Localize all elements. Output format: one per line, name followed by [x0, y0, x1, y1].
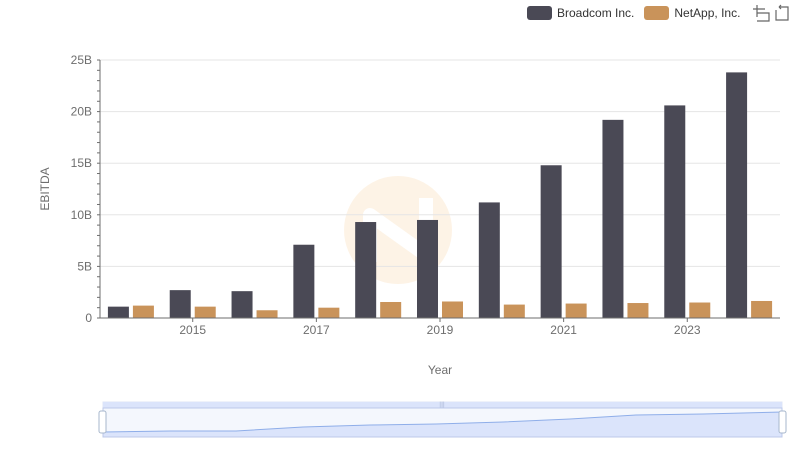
y-tick-label: 20B — [71, 105, 92, 119]
bar-broadcom-2021 — [540, 165, 562, 318]
bar-netapp-2017 — [318, 307, 340, 318]
legend-label-broadcom: Broadcom Inc. — [557, 6, 635, 20]
legend-item-broadcom[interactable]: Broadcom Inc. — [527, 6, 634, 20]
bar-netapp-2022 — [627, 303, 649, 318]
data-zoom-slider[interactable]: ||| — [98, 401, 787, 438]
bar-netapp-2019 — [442, 301, 463, 318]
bar-broadcom-2016 — [231, 291, 253, 318]
svg-text:|||: ||| — [439, 402, 445, 409]
axes: 0 5B 10B 15B 20B 25B 2015 2017 2019 2021 2023 — [71, 53, 780, 337]
bar-netapp-2015 — [194, 306, 216, 318]
bar-broadcom-2018 — [355, 222, 377, 318]
x-tick-label: 2017 — [303, 323, 330, 337]
bar-netapp-2016 — [256, 310, 278, 318]
data-zoom-icon[interactable] — [752, 4, 771, 22]
legend-swatch-broadcom — [527, 6, 552, 20]
y-tick-label: 5B — [77, 259, 92, 273]
bar-broadcom-2024 — [726, 72, 748, 318]
zoom-handle-left[interactable] — [98, 410, 107, 434]
y-tick-label: 10B — [71, 208, 92, 222]
bar-broadcom-2019 — [417, 219, 438, 318]
x-axis-label: Year — [428, 363, 452, 377]
bars — [107, 72, 773, 319]
bar-broadcom-2022 — [602, 119, 624, 318]
legend: Broadcom Inc. NetApp, Inc. — [527, 4, 790, 22]
zoom-handle-right[interactable] — [778, 410, 787, 434]
legend-item-netapp[interactable]: NetApp, Inc. — [644, 6, 740, 20]
legend-swatch-netapp — [644, 6, 670, 20]
x-tick-label: 2021 — [550, 323, 577, 337]
zoom-preview-line — [102, 411, 783, 433]
y-tick-label: 0 — [85, 311, 92, 325]
legend-label-netapp: NetApp, Inc. — [674, 6, 741, 20]
bar-broadcom-2014 — [107, 306, 129, 318]
bar-netapp-2024 — [751, 300, 773, 318]
bar-netapp-2023 — [689, 302, 711, 318]
y-axis-label: EBITDA — [38, 167, 52, 210]
bar-broadcom-2017 — [293, 244, 315, 318]
bar-netapp-2018 — [380, 302, 402, 318]
y-tick-label: 15B — [71, 156, 92, 170]
y-tick-label: 25B — [71, 53, 92, 67]
x-tick-label: 2015 — [179, 323, 206, 337]
bar-netapp-2014 — [132, 305, 154, 318]
bar-netapp-2020 — [503, 304, 525, 318]
zoom-preview-area — [103, 412, 782, 437]
bar-broadcom-2015 — [169, 290, 191, 318]
bar-netapp-2021 — [565, 303, 587, 318]
bar-broadcom-2020 — [478, 202, 500, 318]
zoom-reset-icon[interactable] — [772, 4, 790, 22]
x-tick-label: 2019 — [427, 323, 454, 337]
zoom-top-bar[interactable] — [103, 402, 782, 408]
bar-broadcom-2023 — [664, 105, 686, 319]
x-tick-label: 2023 — [674, 323, 701, 337]
